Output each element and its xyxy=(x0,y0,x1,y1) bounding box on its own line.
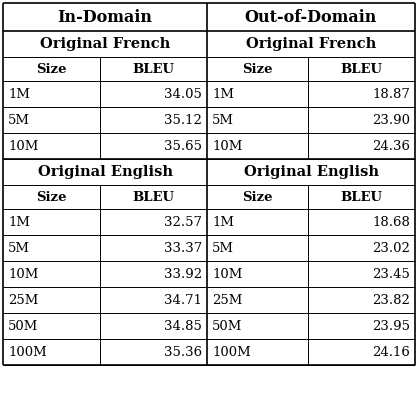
Text: 25M: 25M xyxy=(212,294,242,307)
Text: Size: Size xyxy=(242,191,273,203)
Text: Out-of-Domain: Out-of-Domain xyxy=(245,9,377,26)
Text: 32.57: 32.57 xyxy=(164,216,202,229)
Text: 10M: 10M xyxy=(8,139,38,152)
Text: 34.05: 34.05 xyxy=(164,87,202,100)
Text: Original English: Original English xyxy=(244,165,379,179)
Text: 5M: 5M xyxy=(8,113,30,126)
Text: 10M: 10M xyxy=(212,139,242,152)
Text: 25M: 25M xyxy=(8,294,38,307)
Text: 1M: 1M xyxy=(212,216,234,229)
Text: 33.92: 33.92 xyxy=(164,268,202,281)
Text: 100M: 100M xyxy=(212,346,251,359)
Text: Size: Size xyxy=(36,63,67,76)
Text: 35.12: 35.12 xyxy=(164,113,202,126)
Text: 18.68: 18.68 xyxy=(372,216,410,229)
Text: 34.85: 34.85 xyxy=(164,320,202,333)
Text: 5M: 5M xyxy=(8,242,30,255)
Text: 35.65: 35.65 xyxy=(164,139,202,152)
Text: Size: Size xyxy=(242,63,273,76)
Text: BLEU: BLEU xyxy=(341,191,382,203)
Text: 1M: 1M xyxy=(212,87,234,100)
Text: BLEU: BLEU xyxy=(133,63,174,76)
Text: 5M: 5M xyxy=(212,242,234,255)
Text: 10M: 10M xyxy=(8,268,38,281)
Text: 50M: 50M xyxy=(212,320,242,333)
Text: 35.36: 35.36 xyxy=(164,346,202,359)
Text: 23.82: 23.82 xyxy=(372,294,410,307)
Text: Original English: Original English xyxy=(38,165,173,179)
Text: 23.45: 23.45 xyxy=(372,268,410,281)
Text: 33.37: 33.37 xyxy=(164,242,202,255)
Text: 10M: 10M xyxy=(212,268,242,281)
Text: 23.02: 23.02 xyxy=(372,242,410,255)
Text: 18.87: 18.87 xyxy=(372,87,410,100)
Text: Size: Size xyxy=(36,191,67,203)
Text: 1M: 1M xyxy=(8,216,30,229)
Text: Original French: Original French xyxy=(40,37,170,51)
Text: 24.36: 24.36 xyxy=(372,139,410,152)
Text: In-Domain: In-Domain xyxy=(58,9,153,26)
Text: BLEU: BLEU xyxy=(133,191,174,203)
Text: 34.71: 34.71 xyxy=(164,294,202,307)
Text: 1M: 1M xyxy=(8,87,30,100)
Text: BLEU: BLEU xyxy=(341,63,382,76)
Text: 50M: 50M xyxy=(8,320,38,333)
Text: 5M: 5M xyxy=(212,113,234,126)
Text: 23.95: 23.95 xyxy=(372,320,410,333)
Text: 23.90: 23.90 xyxy=(372,113,410,126)
Text: Original French: Original French xyxy=(246,37,376,51)
Text: 100M: 100M xyxy=(8,346,47,359)
Text: 24.16: 24.16 xyxy=(372,346,410,359)
